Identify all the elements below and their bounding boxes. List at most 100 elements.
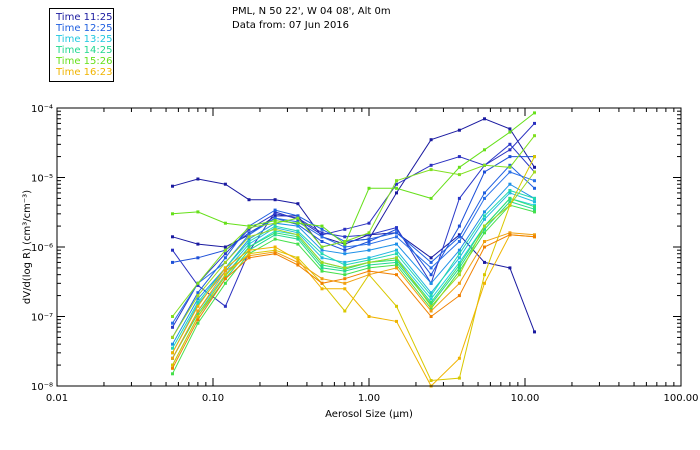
data-point	[533, 165, 536, 169]
data-point	[171, 260, 174, 264]
data-point	[196, 242, 200, 246]
station-header: PML, N 50 22', W 04 08', Alt 0m	[232, 6, 391, 17]
legend-item-6: Time 16:23	[56, 67, 113, 78]
data-point	[320, 266, 324, 270]
data-point	[483, 245, 486, 249]
data-point	[395, 252, 398, 256]
data-point	[483, 210, 486, 214]
data-point	[508, 203, 512, 207]
data-point	[508, 200, 512, 204]
x-tick-label: 10.00	[511, 393, 540, 404]
data-point	[508, 266, 512, 270]
data-point	[367, 237, 371, 241]
data-point	[367, 186, 371, 190]
data-point	[320, 287, 324, 291]
data-point	[457, 235, 461, 239]
data-point	[247, 235, 251, 239]
series-14	[171, 203, 536, 376]
data-point	[247, 237, 251, 241]
data-point	[367, 242, 371, 246]
data-point	[171, 356, 174, 360]
data-point	[320, 256, 324, 260]
data-point	[483, 191, 486, 195]
data-point	[457, 155, 461, 159]
data-point	[483, 148, 486, 152]
data-point	[395, 242, 398, 246]
data-point	[429, 294, 433, 298]
data-point	[429, 260, 433, 264]
legend-item-4: Time 14:25	[56, 45, 113, 56]
date-header: Data from: 07 Jun 2016	[232, 20, 350, 31]
data-point	[533, 235, 536, 239]
data-point	[429, 302, 433, 306]
data-point	[343, 281, 347, 285]
data-point	[508, 148, 512, 152]
data-point	[343, 287, 347, 291]
data-point	[171, 212, 174, 216]
data-point	[171, 315, 174, 318]
series-8	[171, 182, 536, 346]
data-point	[223, 252, 227, 256]
data-point	[171, 248, 174, 252]
data-point	[395, 186, 398, 190]
y-tick-label: 10⁻⁵	[31, 174, 53, 185]
data-point	[171, 363, 174, 367]
data-point	[483, 240, 486, 243]
data-point	[273, 198, 277, 202]
data-point	[457, 252, 461, 256]
legend-item-2: Time 12:25	[56, 23, 113, 34]
data-point	[247, 227, 251, 231]
data-point	[395, 191, 398, 195]
data-point	[296, 229, 300, 233]
data-point	[196, 294, 200, 298]
data-point	[171, 335, 174, 339]
data-point	[273, 248, 277, 252]
data-point	[533, 210, 536, 214]
series-21	[171, 233, 536, 370]
data-point	[457, 173, 461, 177]
series-1	[171, 177, 536, 334]
data-point	[343, 277, 347, 281]
data-point	[395, 231, 398, 235]
data-point	[457, 266, 461, 270]
data-point	[508, 165, 512, 169]
data-point	[223, 182, 227, 186]
data-point	[296, 202, 300, 206]
data-point	[296, 256, 300, 260]
data-point	[247, 198, 251, 202]
data-point	[247, 245, 251, 249]
data-point	[343, 266, 347, 270]
data-point	[429, 315, 433, 318]
data-point	[483, 281, 486, 285]
data-point	[196, 312, 200, 316]
data-point	[508, 233, 512, 237]
data-point	[429, 304, 433, 308]
series-line	[172, 183, 535, 345]
data-point	[247, 231, 251, 235]
data-point	[223, 273, 227, 277]
x-axis-label: Aerosol Size (μm)	[325, 409, 413, 420]
data-point	[320, 224, 324, 228]
data-point	[533, 179, 536, 183]
data-point	[273, 233, 277, 237]
data-point	[483, 273, 486, 277]
data-point	[296, 224, 300, 228]
data-point	[273, 252, 277, 256]
data-point	[367, 233, 371, 237]
data-point	[508, 130, 512, 134]
data-point	[508, 127, 512, 131]
data-point	[395, 226, 398, 230]
data-point	[395, 179, 398, 183]
data-point	[247, 233, 251, 237]
data-point	[508, 191, 512, 195]
data-point	[247, 248, 251, 252]
data-point	[395, 273, 398, 277]
legend-item-1: Time 11:25	[56, 12, 113, 23]
data-point	[508, 170, 512, 174]
data-point	[273, 208, 277, 212]
data-point	[343, 227, 347, 231]
data-point	[343, 245, 347, 249]
data-point	[483, 231, 486, 235]
data-point	[457, 376, 461, 380]
